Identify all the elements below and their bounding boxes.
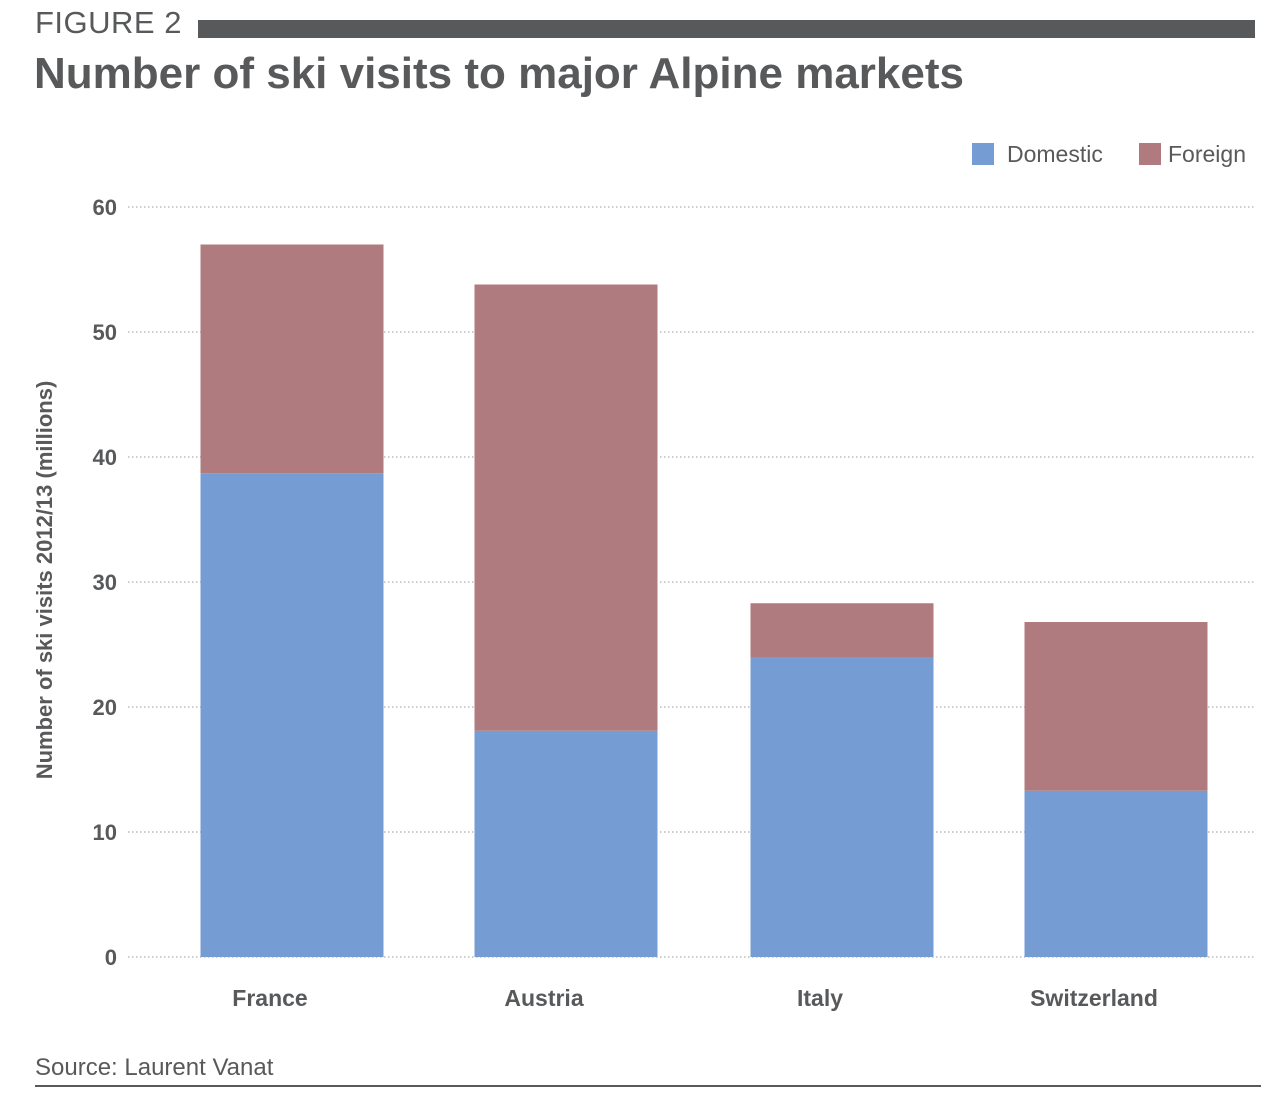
legend-swatch-domestic [972, 143, 994, 165]
x-tick-label: Austria [504, 985, 583, 1011]
source-note: Source: Laurent Vanat [35, 1054, 274, 1081]
y-tick-label: 20 [93, 695, 117, 720]
bar-domestic-switzerland [1024, 790, 1208, 957]
y-tick-label: 10 [93, 820, 117, 845]
figure-label: FIGURE 2 [35, 5, 182, 40]
bar-domestic-italy [750, 657, 934, 957]
bars [200, 244, 1208, 957]
bar-foreign-austria [474, 284, 658, 731]
legend: Domestic Foreign [972, 141, 1246, 167]
y-tick-label: 0 [105, 945, 117, 970]
x-tick-labels: France Austria Italy Switzerland [232, 985, 1158, 1011]
bar-foreign-switzerland [1024, 622, 1208, 791]
y-tick-label: 30 [93, 570, 117, 595]
bottom-rule [35, 1085, 1261, 1087]
bar-foreign-france [200, 244, 384, 474]
legend-label-domestic: Domestic [1007, 141, 1103, 167]
x-tick-label: France [232, 985, 307, 1011]
y-tick-label: 50 [93, 320, 117, 345]
x-tick-label: Italy [797, 985, 843, 1011]
y-axis-label: Number of ski visits 2012/13 (millions) [32, 381, 57, 780]
y-tick-labels: 0 10 20 30 40 50 60 [93, 195, 117, 970]
y-tick-label: 40 [93, 445, 117, 470]
chart-title: Number of ski visits to major Alpine mar… [34, 49, 964, 98]
bar-domestic-france [200, 473, 384, 957]
x-tick-label: Switzerland [1030, 985, 1158, 1011]
bar-domestic-austria [474, 730, 658, 957]
legend-label-foreign: Foreign [1168, 141, 1246, 167]
legend-swatch-foreign [1139, 143, 1161, 165]
bar-foreign-italy [750, 603, 934, 657]
figure-rule [198, 20, 1255, 38]
y-tick-label: 60 [93, 195, 117, 220]
